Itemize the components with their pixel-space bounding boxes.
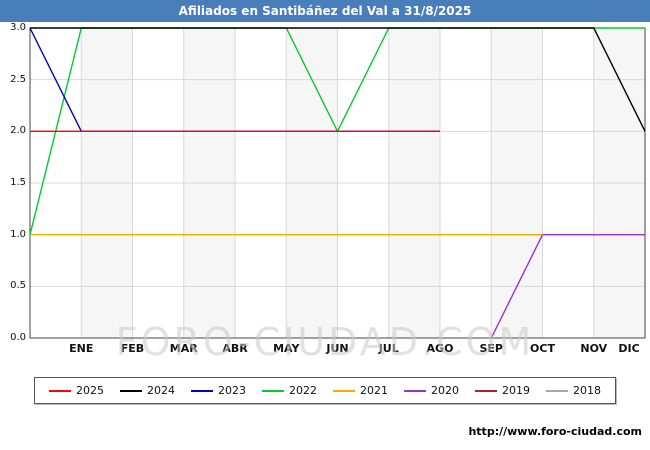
legend-item-2022: 2022 — [262, 384, 317, 397]
legend-item-2019: 2019 — [475, 384, 530, 397]
legend-swatch — [120, 389, 142, 392]
legend-swatch — [333, 389, 355, 392]
footer-url-link[interactable]: http://www.foro-ciudad.com — [468, 425, 642, 438]
legend-label: 2024 — [147, 384, 175, 397]
legend-item-2020: 2020 — [404, 384, 459, 397]
legend-swatch — [546, 389, 568, 392]
legend-item-2023: 2023 — [191, 384, 246, 397]
legend-label: 2018 — [573, 384, 601, 397]
legend-label: 2019 — [502, 384, 530, 397]
legend-label: 2023 — [218, 384, 246, 397]
legend-swatch — [49, 389, 71, 392]
legend-item-2024: 2024 — [120, 384, 175, 397]
legend-swatch — [191, 389, 213, 392]
legend-swatch — [262, 389, 284, 392]
legend-item-2025: 2025 — [49, 384, 104, 397]
legend-label: 2021 — [360, 384, 388, 397]
legend-item-2021: 2021 — [333, 384, 388, 397]
legend-item-2018: 2018 — [546, 384, 601, 397]
legend: 2025 2024 2023 2022 2021 2020 2019 2018 — [34, 377, 616, 404]
legend-label: 2020 — [431, 384, 459, 397]
legend-label: 2022 — [289, 384, 317, 397]
legend-swatch — [404, 389, 426, 392]
page-title: Afiliados en Santibáñez del Val a 31/8/2… — [0, 0, 650, 22]
legend-label: 2025 — [76, 384, 104, 397]
legend-swatch — [475, 389, 497, 392]
line-2024 — [30, 27, 646, 132]
